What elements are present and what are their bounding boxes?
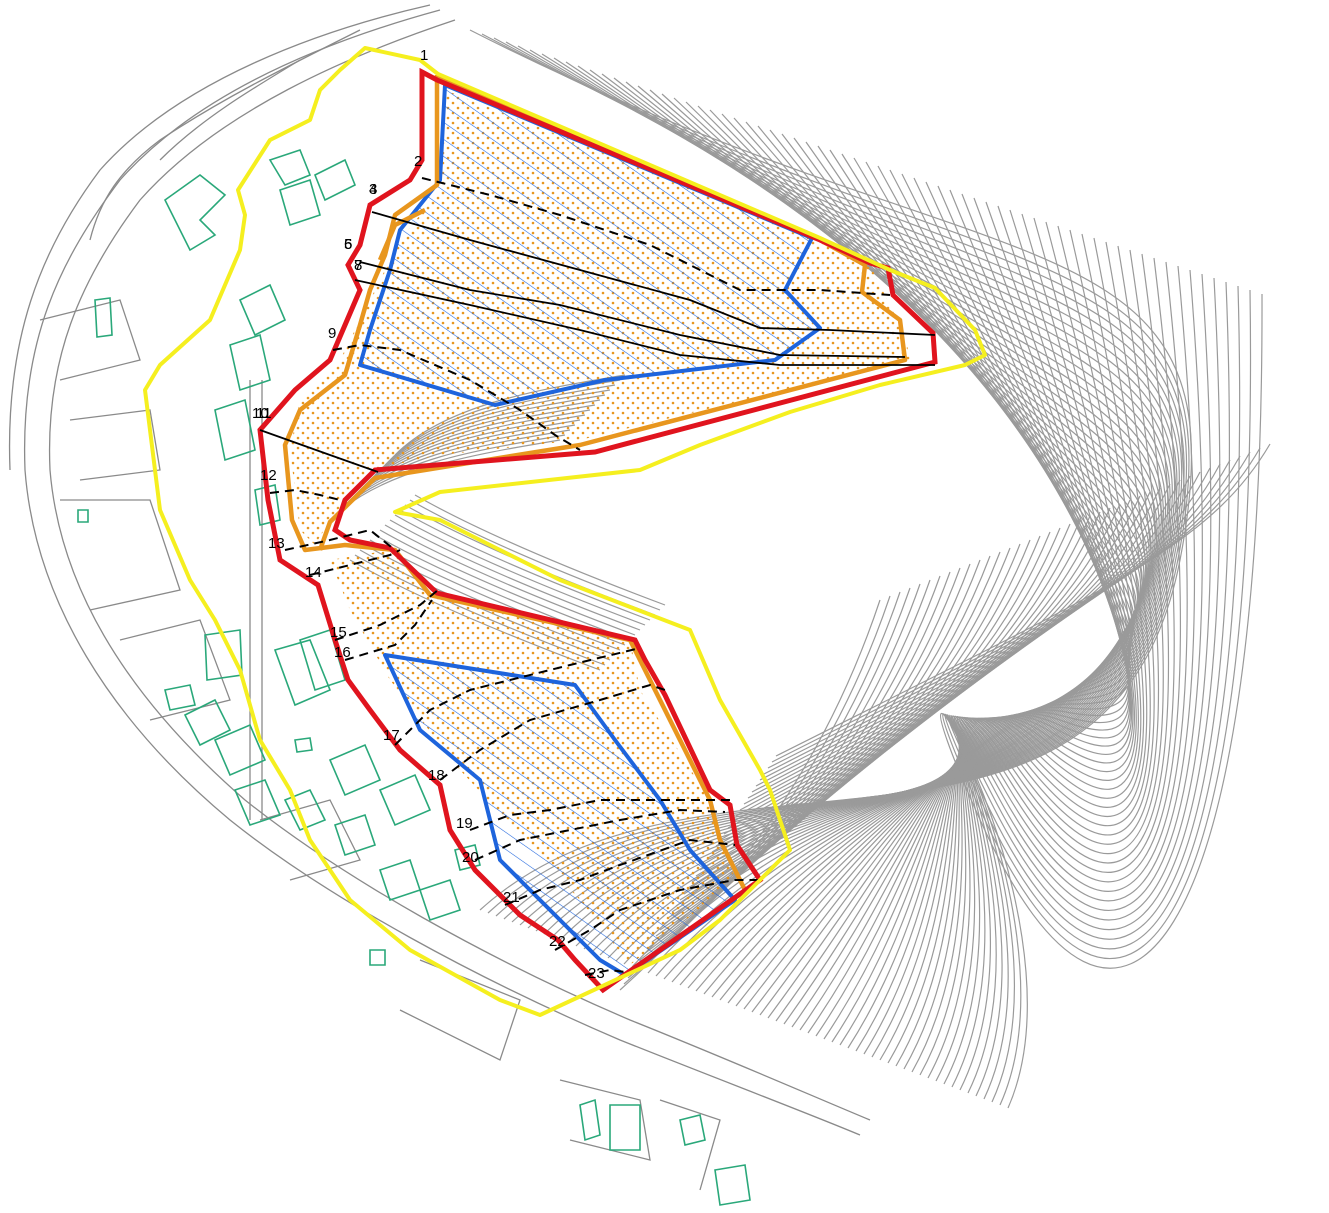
contour-line [939,293,1263,1109]
section-label-5: 5 [344,236,352,253]
section-label-11: 11 [256,405,272,422]
contour-line [799,189,1130,1031]
contour-line [751,165,1131,1013]
section-label-13: 13 [268,535,285,552]
contour-line [775,177,1130,1022]
section-label-7: 7 [354,257,362,274]
contour-line [469,29,1193,911]
contour-line [943,261,1188,1085]
contour-line [911,245,1164,1073]
contour-line [919,249,1169,1076]
section-label-6: 6 [344,236,352,253]
contour-line [895,237,1155,1067]
section-label-2: 2 [414,153,422,170]
building-footprints [77,149,751,1206]
contour-line [511,45,1183,923]
contour-line [815,197,1132,1037]
section-label-8: 8 [354,257,362,274]
contour-line [703,515,1091,865]
contour-line [743,161,1131,1010]
section-label-22: 22 [549,933,566,950]
contour-line [944,285,1241,1103]
contour-line [767,451,1251,769]
contour-line [927,253,1175,1079]
section-label-21: 21 [503,889,520,906]
road-lines [8,4,871,1191]
section-label-17: 17 [383,727,400,744]
contour-line [942,289,1252,1106]
contour-line [671,125,1142,983]
section-label-19: 19 [456,815,473,832]
section-label-12: 12 [260,467,277,484]
contour-line [775,443,1271,757]
contour-line [935,257,1182,1082]
section-label-4: 4 [369,181,377,198]
contour-line [379,529,631,641]
contour-line [783,181,1130,1025]
red-zone-hatch [358,83,822,977]
contour-line [389,519,641,631]
contour-line [767,173,1130,1019]
contour-line [409,499,661,611]
section-label-16: 16 [334,644,351,661]
contour-line [952,269,1203,1091]
contour-line [950,273,1212,1094]
contour-line [807,193,1131,1034]
contour-line [414,494,666,606]
contour-line [948,277,1221,1097]
contour-line [951,265,1195,1088]
section-label-3: 3 [369,181,377,198]
contour-line [863,221,1142,1055]
section-label-14: 14 [305,564,322,581]
section-number-labels: 1 2 3 4 5 6 7 8 9 10 11 12 13 14 15 16 1… [252,47,605,982]
section-label-9: 9 [328,325,336,342]
contour-line [887,233,1151,1064]
contour-line [771,447,1261,763]
contour-line [879,229,1148,1061]
contour-line [399,509,651,621]
contour-line [791,185,1130,1028]
contour-line [839,209,1136,1046]
section-label-18: 18 [428,767,445,784]
section-label-1: 1 [420,47,428,64]
contour-line [493,37,1188,917]
contour-line [871,225,1145,1058]
contour-line [591,85,1160,953]
section-lines [259,177,936,976]
contour-line [847,213,1137,1049]
contour-line [759,169,1130,1016]
section-label-20: 20 [462,849,479,866]
contour-line [503,41,1185,920]
contour-line [394,514,646,626]
section-label-23: 23 [588,965,605,982]
contour-line [903,241,1160,1070]
section-label-10: 10 [252,405,269,422]
contour-line [763,455,1241,775]
study-area-boundary [143,46,987,1017]
contour-line [946,281,1230,1100]
contour-line [855,217,1139,1052]
contour-line [384,524,636,636]
section-label-15: 15 [330,624,347,641]
